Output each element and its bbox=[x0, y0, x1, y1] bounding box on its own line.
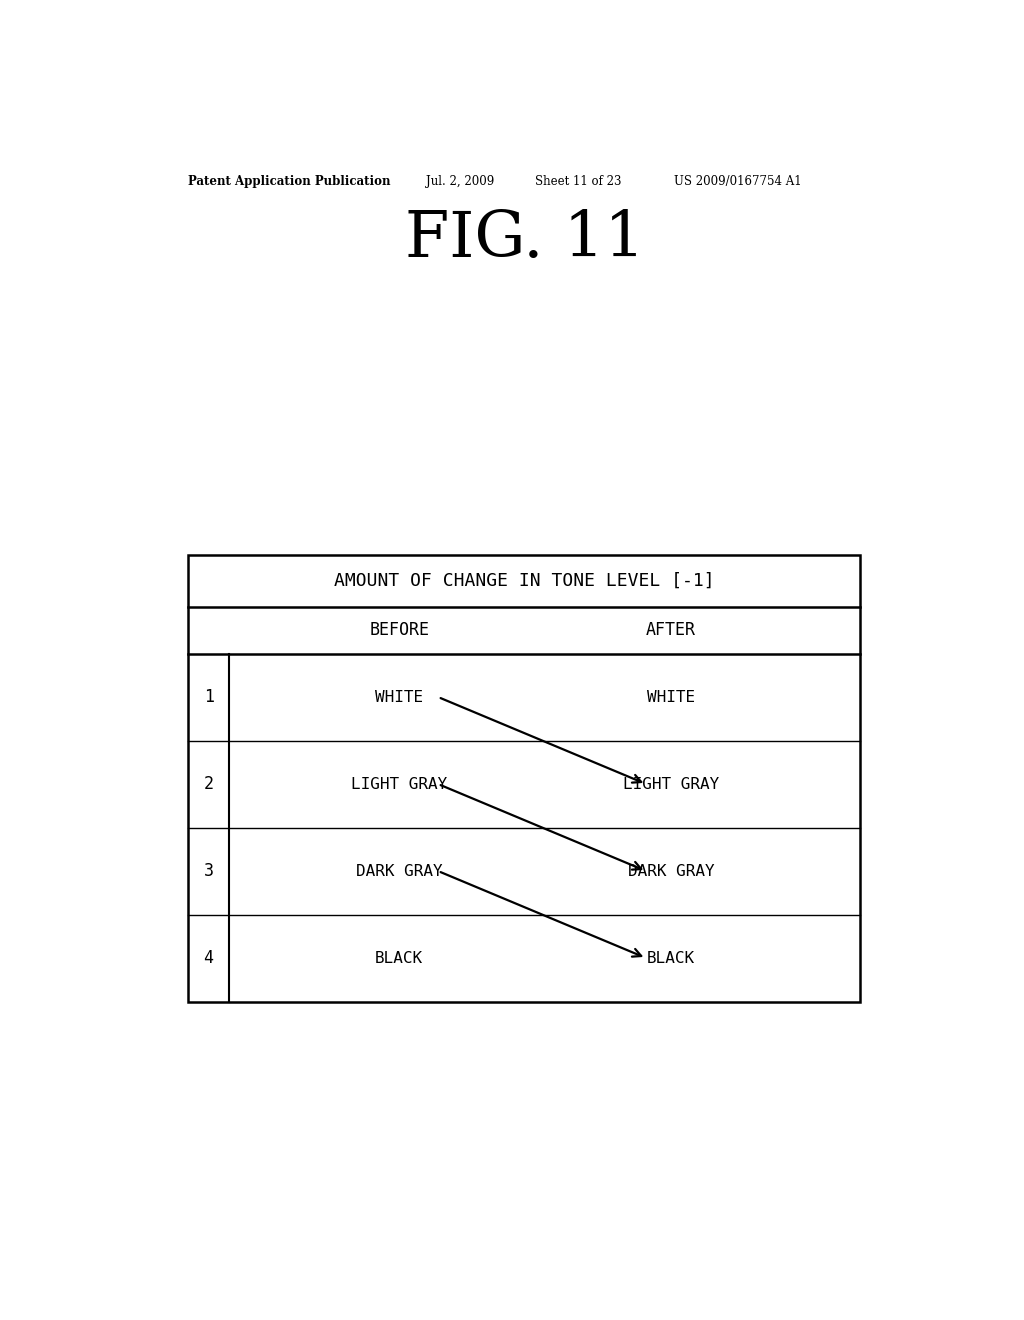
Text: DARK GRAY: DARK GRAY bbox=[356, 863, 442, 879]
Text: WHITE: WHITE bbox=[375, 689, 423, 705]
Text: FIG. 11: FIG. 11 bbox=[404, 209, 645, 269]
Text: BLACK: BLACK bbox=[647, 950, 695, 965]
Text: BLACK: BLACK bbox=[375, 950, 423, 965]
Text: 2: 2 bbox=[204, 775, 214, 793]
Text: AMOUNT OF CHANGE IN TONE LEVEL [-1]: AMOUNT OF CHANGE IN TONE LEVEL [-1] bbox=[334, 572, 715, 590]
Text: Sheet 11 of 23: Sheet 11 of 23 bbox=[535, 176, 622, 189]
Text: BEFORE: BEFORE bbox=[370, 622, 429, 639]
Text: 4: 4 bbox=[204, 949, 214, 968]
Text: 1: 1 bbox=[204, 688, 214, 706]
Bar bbox=[188, 554, 860, 1002]
Text: LIGHT GRAY: LIGHT GRAY bbox=[623, 776, 719, 792]
Text: AFTER: AFTER bbox=[646, 622, 696, 639]
Text: LIGHT GRAY: LIGHT GRAY bbox=[351, 776, 447, 792]
Text: DARK GRAY: DARK GRAY bbox=[628, 863, 714, 879]
Text: 3: 3 bbox=[204, 862, 214, 880]
Text: Jul. 2, 2009: Jul. 2, 2009 bbox=[426, 176, 495, 189]
Text: US 2009/0167754 A1: US 2009/0167754 A1 bbox=[675, 176, 802, 189]
Text: Patent Application Publication: Patent Application Publication bbox=[188, 176, 391, 189]
Text: WHITE: WHITE bbox=[647, 689, 695, 705]
